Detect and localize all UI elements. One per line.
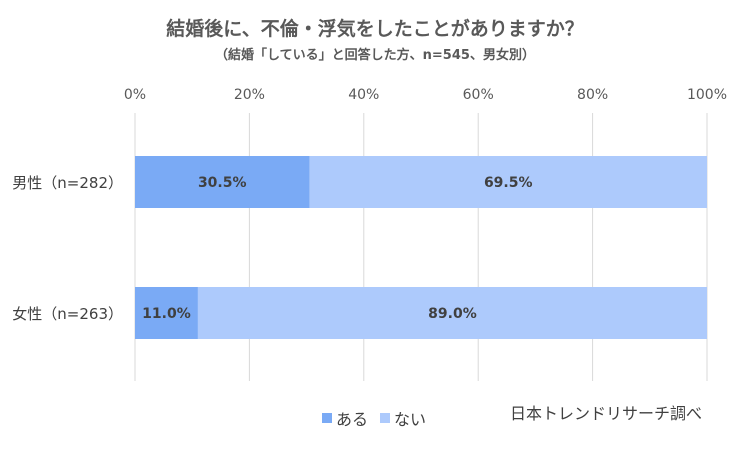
legend-label-nai: ない xyxy=(394,410,427,429)
source-note: 日本トレンドリサーチ調べ xyxy=(509,404,702,423)
legend-swatch-nai xyxy=(380,413,391,423)
data-label: 89.0% xyxy=(428,306,477,322)
legend: ある ない xyxy=(322,406,438,430)
x-tick-label: 40% xyxy=(348,87,379,103)
legend-label-aru: ある xyxy=(336,410,369,429)
legend-item-aru: ある xyxy=(322,406,368,430)
legend-item-nai: ない xyxy=(380,406,426,430)
x-tick-label: 0% xyxy=(124,87,146,103)
category-label: 女性（n=263） xyxy=(12,305,123,323)
bar-segment xyxy=(135,156,310,208)
data-label: 30.5% xyxy=(198,175,247,191)
chart-title: 結婚後に、不倫・浮気をしたことがありますか？ xyxy=(166,18,584,40)
bar-segment xyxy=(197,287,708,339)
chart-subtitle: （結婚「している」と回答した方、n=545、男女別） xyxy=(215,48,535,63)
category-label: 男性（n=282） xyxy=(12,174,123,192)
bar-segment xyxy=(309,156,707,208)
data-label: 69.5% xyxy=(484,175,533,191)
bar-segment xyxy=(135,287,198,339)
x-tick-label: 80% xyxy=(577,87,608,103)
x-tick-label: 60% xyxy=(463,87,494,103)
x-tick-label: 20% xyxy=(234,87,265,103)
legend-swatch-aru xyxy=(322,413,332,423)
x-tick-label: 100% xyxy=(687,87,727,103)
data-label: 11.0% xyxy=(142,306,191,322)
